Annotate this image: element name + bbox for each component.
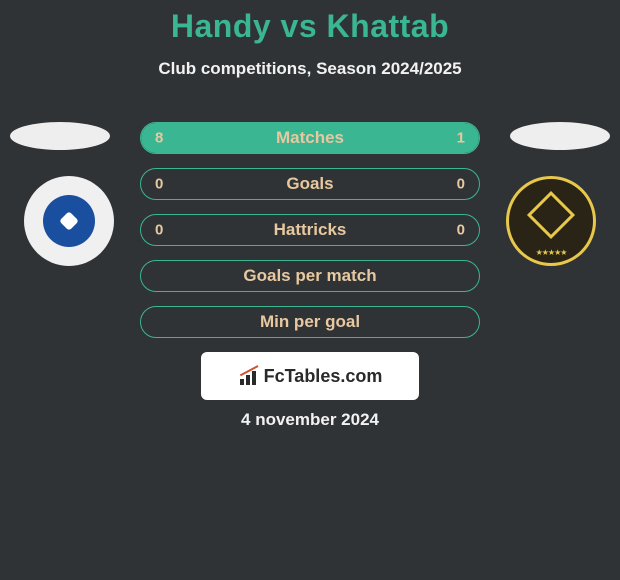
club-badge-right: ★★★★★ [506,176,596,266]
comparison-card: Handy vs Khattab Club competitions, Seas… [0,0,620,580]
page-title: Handy vs Khattab [0,0,620,45]
stat-bars: Matches81Goals00Hattricks00Goals per mat… [140,122,480,352]
stat-label: Goals [141,174,479,194]
date-label: 4 november 2024 [0,410,620,430]
player-avatar-right [510,122,610,150]
stat-value-right: 0 [457,222,465,239]
stat-row: Matches8 1 [140,122,480,154]
stat-value-right: 1 [457,130,465,147]
stat-label: Min per goal [141,312,479,332]
stat-row: Goals0 0 [140,168,480,200]
stat-row: Min per goal [140,306,480,338]
stat-value-right: 0 [457,176,465,193]
player-avatar-left [10,122,110,150]
stat-value-left: 8 [155,130,163,147]
logo-label: FcTables.com [264,366,383,387]
club-badge-right-icon: ★★★★★ [506,176,596,266]
stat-label: Matches [141,128,479,148]
club-badge-left-icon [24,176,114,266]
fctables-logo: FcTables.com [201,352,419,400]
stat-value-left: 0 [155,222,163,239]
stat-row: Goals per match [140,260,480,292]
club-badge-left [24,176,114,266]
stat-label: Goals per match [141,266,479,286]
stat-value-left: 0 [155,176,163,193]
stat-row: Hattricks0 0 [140,214,480,246]
bar-chart-icon [238,367,260,385]
logo-text: FcTables.com [238,366,383,387]
subtitle: Club competitions, Season 2024/2025 [0,59,620,79]
stat-label: Hattricks [141,220,479,240]
